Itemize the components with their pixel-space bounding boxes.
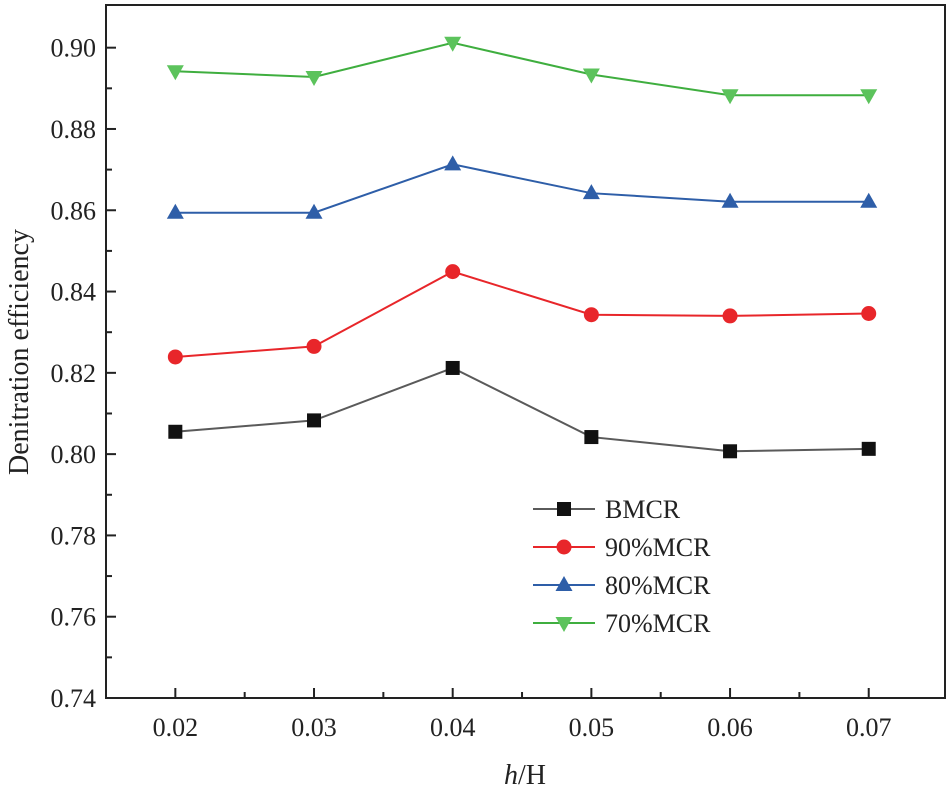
legend-marker-70pct-mcr [555, 617, 573, 632]
legend-label-bmcr: BMCR [605, 495, 681, 524]
data-point-80pct-mcr [444, 155, 462, 171]
plot-frame [105, 4, 946, 699]
legend-label-90pct-mcr: 90%MCR [605, 533, 711, 562]
y-tick-label: 0.74 [51, 684, 97, 713]
data-point-bmcr [307, 413, 322, 428]
y-tick-label: 0.76 [51, 603, 97, 632]
x-tick-label: 0.04 [430, 713, 476, 742]
data-point-80pct-mcr [166, 203, 184, 219]
x-tick-label: 0.05 [569, 713, 615, 742]
data-point-bmcr [445, 360, 460, 375]
data-point-90pct-mcr [722, 308, 738, 324]
legend-label-80pct-mcr: 80%MCR [605, 571, 711, 600]
series-bmcr [168, 360, 876, 459]
x-axis-title: h/H [504, 760, 546, 791]
series-90pct-mcr [167, 264, 877, 365]
series-70pct-mcr [166, 36, 878, 105]
y-axis-title: Denitration efficiency [4, 229, 35, 475]
y-tick-label: 0.84 [51, 278, 97, 307]
data-point-90pct-mcr [861, 305, 877, 321]
data-point-bmcr [584, 430, 599, 445]
data-point-70pct-mcr [166, 65, 184, 81]
series-line-70pct-mcr [175, 41, 869, 97]
y-tick-label: 0.90 [51, 34, 97, 63]
legend: BMCR 90%MCR 80%MCR 70%MCR [533, 495, 711, 638]
x-tick-label: 0.03 [291, 713, 337, 742]
x-tick-label: 0.06 [707, 713, 753, 742]
data-point-90pct-mcr [167, 349, 183, 365]
data-point-70pct-mcr [721, 89, 739, 105]
x-tick-label: 0.07 [846, 713, 892, 742]
data-point-80pct-mcr [305, 203, 323, 219]
series-line-80pct-mcr [175, 163, 869, 214]
y-tick-label: 0.88 [51, 115, 97, 144]
data-point-bmcr [723, 444, 738, 459]
legend-marker-80pct-mcr [555, 576, 573, 591]
data-point-bmcr [168, 424, 183, 439]
data-point-90pct-mcr [583, 307, 599, 323]
y-tick-label: 0.82 [51, 359, 97, 388]
data-point-90pct-mcr [445, 264, 461, 280]
x-axis-title-rest: /H [518, 760, 546, 791]
legend-marker-bmcr [557, 502, 571, 516]
data-point-80pct-mcr [582, 184, 600, 200]
data-point-80pct-mcr [860, 192, 878, 208]
data-point-bmcr [861, 441, 876, 456]
series-line-90pct-mcr [175, 270, 869, 358]
y-tick-label: 0.86 [51, 196, 97, 225]
data-point-70pct-mcr [582, 68, 600, 84]
data-point-70pct-mcr [860, 89, 878, 105]
data-point-70pct-mcr [305, 70, 323, 86]
y-tick-label: 0.78 [51, 521, 97, 550]
data-point-90pct-mcr [306, 338, 322, 354]
data-point-80pct-mcr [721, 192, 739, 208]
data-point-70pct-mcr [444, 36, 462, 52]
series-line-bmcr [175, 366, 869, 453]
y-tick-label: 0.80 [51, 440, 97, 469]
legend-label-70pct-mcr: 70%MCR [605, 609, 711, 638]
x-tick-label: 0.02 [153, 713, 199, 742]
x-axis-title-italic: h [504, 760, 518, 791]
series-80pct-mcr [166, 155, 878, 219]
legend-marker-90pct-mcr [556, 539, 572, 555]
